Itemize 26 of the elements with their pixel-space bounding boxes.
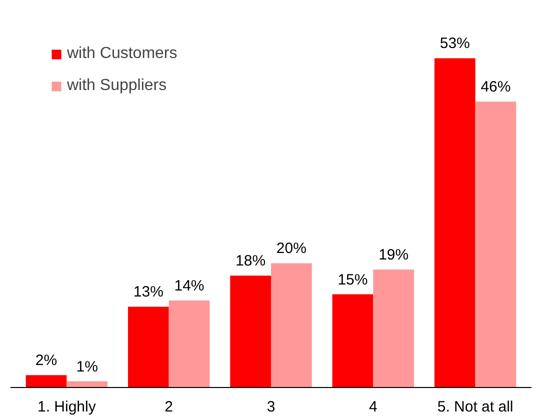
bar (128, 306, 169, 388)
data-label: 14% (174, 278, 204, 295)
x-tick-label: 1. Highly (38, 398, 96, 416)
data-label: 15% (338, 271, 368, 288)
bar (332, 294, 374, 388)
x-tick-label: 2 (164, 398, 174, 416)
x-tick-label: 5. Not at all (437, 398, 514, 416)
data-label: 20% (276, 240, 306, 258)
x-tick-label: 3 (266, 398, 276, 416)
bar (168, 300, 210, 388)
legend-label: with Suppliers (67, 77, 167, 95)
bar (271, 263, 312, 388)
legend-label: with Customers (67, 45, 178, 63)
bar (26, 375, 67, 388)
data-label: 1% (76, 358, 98, 376)
data-label: 2% (35, 352, 58, 370)
data-label: 46% (480, 78, 511, 96)
bar (373, 269, 414, 388)
data-label: 18% (236, 252, 266, 270)
bar (434, 58, 476, 388)
data-label: 13% (133, 284, 164, 301)
data-label: 19% (378, 246, 409, 264)
x-tick-label: 4 (368, 398, 378, 416)
bar (230, 276, 271, 388)
bar (475, 102, 516, 388)
data-label: 53% (440, 35, 470, 52)
